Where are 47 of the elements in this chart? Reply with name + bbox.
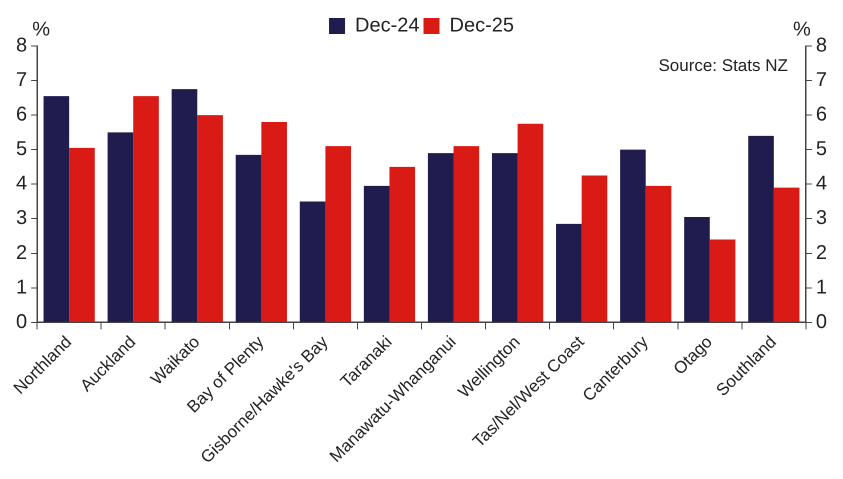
bar [620,150,646,322]
bar [748,136,774,322]
legend-label: Dec-25 [450,14,514,37]
bar [774,188,800,322]
bar [172,89,198,322]
y-tick-label: 1 [16,276,28,298]
y2-tick-label: 8 [816,34,827,57]
y-tick-label: 3 [16,207,28,230]
y2-tick-label: 6 [816,104,827,126]
bar [518,124,544,322]
y2-tick-label: 0 [816,310,827,333]
y2-axis-title: % [792,18,811,41]
y2-tick-label: 3 [816,207,827,230]
y2-tick-label: 5 [816,138,827,160]
bar [389,166,416,322]
bar [454,146,480,322]
bar [646,186,672,322]
bar [684,216,710,322]
bar [556,224,582,322]
bar [69,148,95,322]
bar [300,201,326,322]
y2-tick-label: 2 [816,242,827,264]
bar [364,186,390,322]
bar [710,239,736,322]
y-tick-label: 4 [16,172,28,195]
bar [236,154,262,322]
bar [197,115,223,322]
bar [44,96,70,322]
y-tick-label: 5 [16,138,28,160]
y-tick-label: 0 [16,310,28,333]
y2-tick-label: 4 [816,172,827,195]
y-tick-label: 8 [16,34,28,57]
legend-label: Dec-24 [355,14,420,37]
bar [428,153,454,322]
bar [492,153,518,322]
bar [325,146,352,322]
bar [133,96,159,322]
y-tick-label: 2 [16,242,28,264]
y-tick-label: 7 [16,69,28,92]
y2-tick-label: 1 [816,276,827,298]
y2-tick-label: 7 [816,69,827,92]
bar [582,176,608,322]
annotation: Source: Stats NZ [658,56,788,76]
bar [108,132,134,322]
y-axis-title: % [32,18,50,41]
bar [261,122,287,322]
y-tick-label: 6 [16,104,28,126]
